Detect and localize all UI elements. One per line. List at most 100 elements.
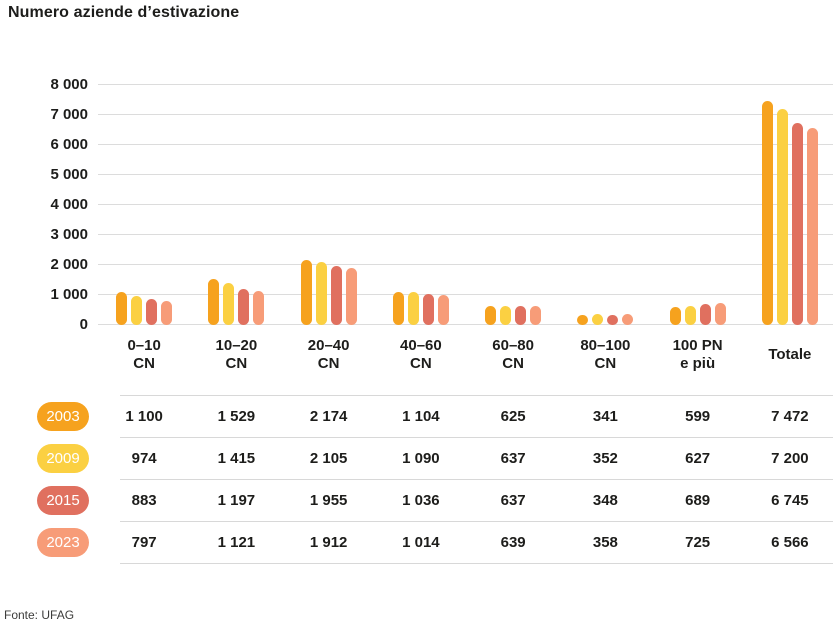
table-cell-value: 689 [685,491,711,509]
bar-2003 [669,307,681,325]
x-category-label-line: CN [502,355,524,372]
bar-2015 [330,266,342,325]
legend-cell: 2015 [0,485,98,515]
bar-2023 [622,314,634,325]
x-category-label-line: 0–10 [127,337,161,354]
bar-group-20-40-cn [283,85,375,325]
x-category-label: Totale [744,337,836,373]
table-cell-value: 1 090 [402,449,440,467]
table-cell-value: 358 [592,533,618,551]
gridline [98,324,833,325]
table-cell-value: 1 121 [217,533,256,551]
legend-cell: 2003 [0,401,98,431]
table-cell-value: 6 566 [771,533,809,551]
table-cell-value: 348 [592,491,618,509]
x-category-label-line: 20–40 [307,337,350,354]
bar-group-40-60-cn [375,85,467,325]
bar-2009 [131,295,143,325]
bar-2023 [345,267,357,325]
x-category-label-line: 60–80 [492,337,534,354]
bar-group-10-20-cn [190,85,282,325]
bar-2009 [315,261,327,325]
y-axis-tick-label: 7 000 [50,106,88,123]
table-cell-value: 1 036 [402,491,440,509]
y-axis-tick-label: 1 000 [50,286,88,303]
table-cell-value: 1 415 [217,449,256,467]
table-cell-value: 2 174 [309,407,348,425]
legend-pill-2003: 2003 [37,401,89,431]
table-cell-value: 1 100 [125,407,163,425]
table-row-2015: 2015 883 1 197 1 955 1 036 637 348 689 6 745 [0,479,836,521]
table-cell-value: 637 [500,449,526,467]
row-divider [120,479,833,480]
table-row-2009: 2009 974 1 415 2 105 1 090 637 352 627 7 200 [0,437,836,479]
table-cell-value: 1 912 [309,533,348,551]
bar-2003 [485,306,497,325]
row-divider [120,395,833,396]
table-row-2003: 2003 1 100 1 529 2 174 1 104 625 341 599 7 472 [0,395,836,437]
legend-pill-2015: 2015 [37,485,89,515]
x-category-label-line: CN [410,355,432,372]
table-cell-value: 725 [685,533,711,551]
y-axis-tick-label: 0 [79,316,88,333]
gridline [98,294,833,295]
table-bottom-divider [120,563,833,564]
x-category-label-line: 40–60 [400,337,442,354]
gridline [98,234,833,235]
table-values: 1 100 1 529 2 174 1 104 625 341 599 7 472 [98,408,836,425]
x-category-label: 60–80 CN [467,337,559,373]
legend-pill-2023: 2023 [37,527,89,557]
legend-pill-2009: 2009 [37,443,89,473]
x-category-label: 100 PN e più [652,337,744,373]
table-cell-value: 974 [131,449,157,467]
bar-2015 [422,293,434,325]
x-category-label-line: 100 PN [672,337,723,354]
table-cell-value: 637 [500,491,526,509]
table-cell-value: 341 [592,407,618,425]
bar-2003 [300,259,312,325]
y-axis-tick-label: 4 000 [50,196,88,213]
gridline [98,204,833,205]
x-category-label-line: CN [225,355,248,372]
y-axis-tick-label: 2 000 [50,256,88,273]
table-cell-value: 627 [685,449,711,467]
table-cell-value: 639 [500,533,526,551]
bar-2009 [407,292,419,325]
table-cell-value: 1 529 [217,407,256,425]
table-cell-value: 1 014 [402,533,440,551]
bar-2003 [577,314,589,325]
chart-title: Numero aziende d’estivazione [8,4,240,21]
bar-group-totale [744,85,836,325]
bar-2023 [161,301,173,325]
x-category-label-line: CN [317,355,340,372]
table-cell-value: 2 105 [309,449,348,467]
bar-group-60-80-cn [467,85,559,325]
x-category-label: 80–100 CN [559,337,651,373]
bar-group-80-100-cn [559,85,651,325]
bar-2015 [238,289,250,325]
bar-2023 [714,303,726,325]
data-table: 2003 1 100 1 529 2 174 1 104 625 341 599 7 472 20… [0,395,836,564]
table-row-2023: 2023 797 1 121 1 912 1 014 639 358 725 6 566 [0,521,836,563]
x-axis-labels: 0–10 CN 10–20 CN 20–40 CN 40–60 CN 60–80 CN 80–100… [98,337,836,373]
bar-group-100-pn-e-pi- [652,85,744,325]
gridline [98,114,833,115]
table-cell-value: 6 745 [771,491,809,509]
table-cell-value: 352 [592,449,618,467]
bar-2003 [761,100,773,325]
x-category-label: 0–10 CN [98,337,190,373]
table-cell-value: 1 104 [402,407,440,425]
bar-2003 [116,292,128,325]
x-category-label-line: CN [594,355,617,372]
bar-2015 [699,304,711,325]
x-category-label-line: CN [133,355,155,372]
y-axis-tick-label: 6 000 [50,136,88,153]
table-cell-value: 1 955 [309,491,348,509]
x-category-label-line: Totale [768,346,812,363]
row-divider [120,521,833,522]
x-category-label: 20–40 CN [283,337,375,373]
table-cell-value: 1 197 [217,491,256,509]
bar-2009 [592,314,604,325]
bar-2015 [607,314,619,325]
